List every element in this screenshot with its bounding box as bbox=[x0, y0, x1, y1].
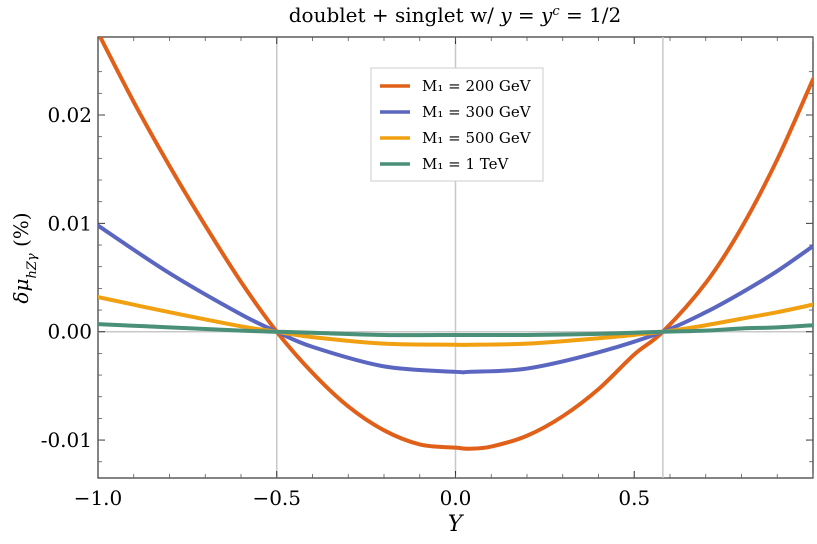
x-tick-label: 0.5 bbox=[618, 486, 650, 510]
series-line-3 bbox=[98, 295, 813, 347]
series-line-1 bbox=[98, 37, 813, 451]
series-line-2 bbox=[98, 223, 813, 375]
y-axis-ticks: -0.01 0.00 0.01 0.02 bbox=[41, 71, 813, 463]
y-tick-label: 0.02 bbox=[47, 103, 92, 127]
y-tick-label: 0.00 bbox=[47, 320, 92, 344]
legend-label-4: M₁ = 1 TeV bbox=[422, 155, 510, 173]
x-tick-label: −0.5 bbox=[252, 486, 301, 510]
x-tick-label: 0.0 bbox=[440, 486, 472, 510]
legend-label-2: M₁ = 300 GeV bbox=[422, 103, 532, 121]
series-line-4 bbox=[98, 322, 813, 338]
y-tick-label: 0.01 bbox=[47, 211, 92, 235]
legend-label-3: M₁ = 500 GeV bbox=[422, 129, 532, 147]
chart-title: doublet + singlet w/ y = yc = 1/2 bbox=[289, 3, 622, 27]
series-group bbox=[98, 37, 813, 451]
y-axis-label: δμhZγ (%) bbox=[9, 212, 40, 303]
y-tick-label: -0.01 bbox=[41, 428, 92, 452]
legend: M₁ = 200 GeV M₁ = 300 GeV M₁ = 500 GeV M₁ =… bbox=[370, 67, 544, 182]
x-axis-label: Y bbox=[448, 512, 465, 537]
legend-label-1: M₁ = 200 GeV bbox=[422, 77, 532, 95]
x-axis-ticks: −1.0 −0.5 0.0 0.5 bbox=[74, 37, 814, 510]
x-tick-label: −1.0 bbox=[74, 486, 123, 510]
